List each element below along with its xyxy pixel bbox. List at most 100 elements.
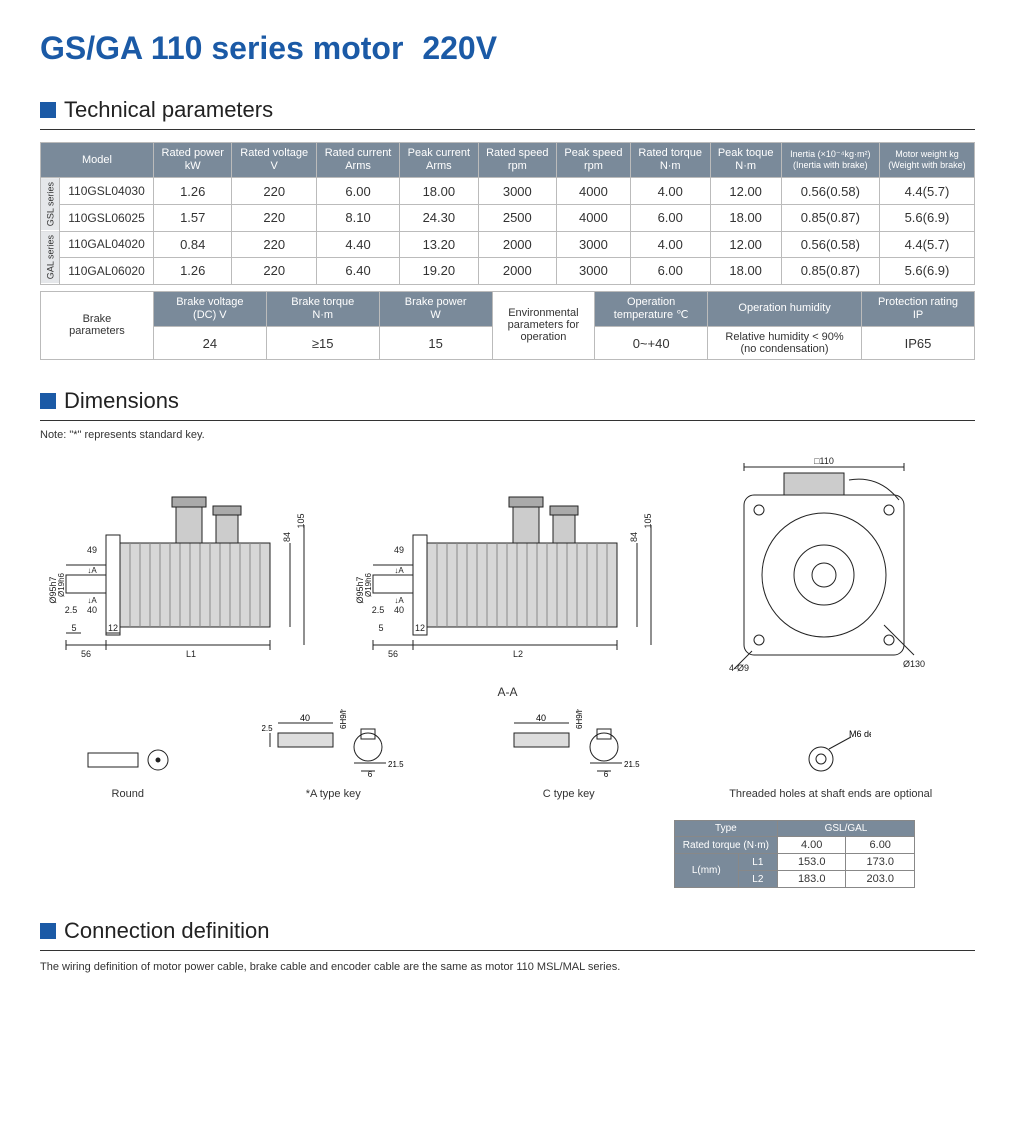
value-cell: 220 — [232, 204, 317, 231]
value-cell: 3000 — [557, 258, 631, 285]
th: Protection ratingIP — [862, 291, 975, 326]
svg-text:105: 105 — [296, 514, 306, 529]
th: L2 — [738, 871, 777, 888]
th-model: Model — [41, 143, 154, 178]
svg-text:56: 56 — [81, 649, 91, 659]
value-cell: 6.40 — [316, 258, 399, 285]
td: 24 — [153, 327, 266, 360]
svg-text:6: 6 — [603, 770, 608, 779]
svg-text:4-Ø9: 4-Ø9 — [729, 663, 749, 673]
section-header-conn: Connection definition — [40, 918, 975, 951]
th: Rated currentArms — [316, 143, 399, 178]
svg-text:↓A: ↓A — [88, 566, 98, 575]
svg-text:6H9/h9: 6H9/h9 — [339, 709, 348, 729]
svg-text:5: 5 — [72, 623, 77, 633]
svg-text:L1: L1 — [186, 649, 196, 659]
value-cell: 3000 — [478, 178, 556, 205]
value-cell: 4.4(5.7) — [879, 231, 974, 258]
value-cell: 18.00 — [710, 204, 781, 231]
value-cell: 6.00 — [316, 178, 399, 205]
value-cell: 0.85(0.87) — [781, 258, 879, 285]
svg-text:49: 49 — [393, 545, 403, 555]
td: 173.0 — [846, 854, 915, 871]
svg-text:Ø19h6: Ø19h6 — [57, 573, 66, 598]
svg-text:Ø19h6: Ø19h6 — [364, 573, 373, 598]
section-label: Dimensions — [64, 388, 179, 414]
value-cell: 18.00 — [400, 178, 478, 205]
th: Brake torqueN·m — [266, 291, 379, 326]
value-cell: 18.00 — [710, 258, 781, 285]
value-cell: 5.6(6.9) — [879, 258, 974, 285]
svg-text:↓A: ↓A — [394, 596, 404, 605]
model-cell: 110GSL06025 — [60, 204, 154, 231]
svg-text:□110: □110 — [814, 456, 834, 466]
td: Relative humidity < 90%(no condensation) — [708, 327, 862, 360]
value-cell: 4.00 — [630, 231, 710, 258]
td: 203.0 — [846, 871, 915, 888]
svg-text:2.5: 2.5 — [262, 724, 274, 733]
svg-text:↓A: ↓A — [394, 566, 404, 575]
value-cell: 8.10 — [316, 204, 399, 231]
value-cell: 1.26 — [154, 258, 232, 285]
value-cell: 2500 — [478, 204, 556, 231]
svg-text:M6 deep16: M6 deep16 — [849, 729, 871, 739]
value-cell: 220 — [232, 258, 317, 285]
value-cell: 0.84 — [154, 231, 232, 258]
key-a-type: 40 2.5 6H9/h9 6 21.5 *A type key — [258, 709, 408, 800]
svg-text:6H9/h9: 6H9/h9 — [575, 709, 584, 729]
td: ≥15 — [266, 327, 379, 360]
square-bullet-icon — [40, 923, 56, 939]
value-cell: 5.6(6.9) — [879, 204, 974, 231]
svg-text:40: 40 — [300, 713, 310, 723]
value-cell: 1.57 — [154, 204, 232, 231]
value-cell: 24.30 — [400, 204, 478, 231]
keys-row: Round 40 2.5 6H9/h9 6 21.5 *A type key 4… — [40, 709, 975, 800]
page-title: GS/GA 110 series motor 220V — [40, 30, 975, 67]
svg-text:40: 40 — [536, 713, 546, 723]
brake-label: Brakeparameters — [41, 291, 154, 359]
motor-drawing-side-l2: 56 L2 5 12 49 ↓A ↓A 40 2.5 Ø95h7 Ø19h6 8… — [353, 455, 663, 675]
section-label: Connection definition — [64, 918, 269, 944]
value-cell: 13.20 — [400, 231, 478, 258]
svg-text:2.5: 2.5 — [371, 605, 384, 615]
td: 0~+40 — [595, 327, 708, 360]
td: 183.0 — [777, 871, 846, 888]
motor-drawing-side-l1: 56 L1 5 12 49 ↓A ↓A 40 2.5 Ø95h7 Ø19h6 8… — [40, 455, 343, 675]
svg-text:105: 105 — [643, 514, 653, 529]
value-cell: 0.56(0.58) — [781, 231, 879, 258]
th: Operation humidity — [708, 291, 862, 326]
key-label: Round — [83, 788, 173, 800]
square-bullet-icon — [40, 102, 56, 118]
svg-text:↓A: ↓A — [88, 596, 98, 605]
connection-text: The wiring definition of motor power cab… — [40, 961, 975, 973]
key-label: Threaded holes at shaft ends are optiona… — [729, 788, 932, 800]
svg-text:21.5: 21.5 — [624, 760, 640, 769]
series-label: GSL series — [41, 178, 60, 231]
section-aa-label: A-A — [40, 685, 975, 699]
th: Rated speedrpm — [478, 143, 556, 178]
spec-table: Model Rated powerkW Rated voltageV Rated… — [40, 142, 975, 285]
key-threaded: M6 deep16 Threaded holes at shaft ends a… — [729, 729, 932, 800]
value-cell: 6.00 — [630, 258, 710, 285]
key-label: *A type key — [258, 788, 408, 800]
th: Rated torqueN·m — [630, 143, 710, 178]
th: L1 — [738, 854, 777, 871]
th: Peak currentArms — [400, 143, 478, 178]
value-cell: 12.00 — [710, 231, 781, 258]
svg-text:12: 12 — [414, 623, 424, 633]
value-cell: 4000 — [557, 178, 631, 205]
value-cell: 4.40 — [316, 231, 399, 258]
td: 6.00 — [846, 837, 915, 854]
value-cell: 4.00 — [630, 178, 710, 205]
th: Operationtemperature ℃ — [595, 291, 708, 326]
value-cell: 1.26 — [154, 178, 232, 205]
svg-text:56: 56 — [387, 649, 397, 659]
svg-text:L2: L2 — [512, 649, 522, 659]
key-label: C type key — [494, 788, 644, 800]
brake-env-table: Brakeparameters Brake voltage(DC) V Brak… — [40, 291, 975, 360]
title-main: GS/GA 110 series motor — [40, 30, 403, 66]
square-bullet-icon — [40, 393, 56, 409]
value-cell: 220 — [232, 178, 317, 205]
th: Type — [674, 821, 777, 837]
th: Motor weight kg(Weight with brake) — [879, 143, 974, 178]
